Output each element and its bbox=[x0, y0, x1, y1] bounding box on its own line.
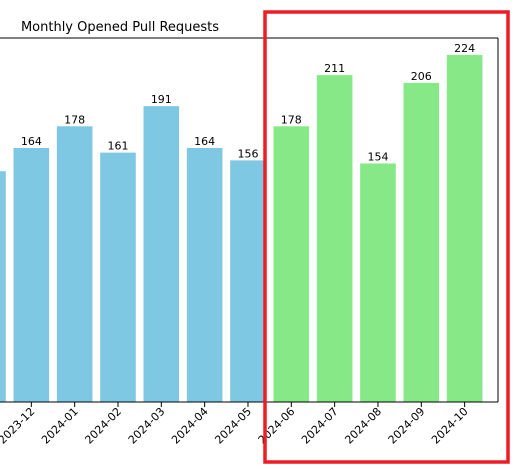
data-label-2024-06: 178 bbox=[281, 113, 302, 126]
data-label-2024-02: 161 bbox=[107, 140, 128, 153]
bar-2024-08 bbox=[360, 163, 396, 402]
bar-2023-12 bbox=[13, 147, 50, 402]
x-tick-label-2024-05: 2024-05 bbox=[212, 405, 254, 447]
data-label-2023-12: 164 bbox=[21, 135, 42, 148]
bar-2024-06 bbox=[273, 126, 310, 402]
bar-2024-01 bbox=[56, 126, 93, 402]
data-label-2024-08: 154 bbox=[367, 150, 388, 163]
bar-2024-02 bbox=[100, 152, 136, 402]
data-label-2024-05: 156 bbox=[237, 147, 258, 160]
x-tick-label-2024-10: 2024-10 bbox=[429, 405, 471, 447]
x-tick-label-2024-02: 2024-02 bbox=[82, 405, 124, 447]
x-tick-label-2024-06: 2024-06 bbox=[256, 405, 298, 447]
bar-2024-04 bbox=[186, 147, 223, 402]
x-tick-label-2024-04: 2024-04 bbox=[169, 405, 211, 447]
x-tick-label-2024-08: 2024-08 bbox=[342, 405, 384, 447]
x-tick-label-2023-12: 2023-12 bbox=[0, 405, 37, 447]
x-tick-label-2024-09: 2024-09 bbox=[386, 405, 428, 447]
bar-2024-10 bbox=[446, 55, 483, 402]
bar-2024-07 bbox=[316, 75, 353, 402]
chart-title: Monthly Opened Pull Requests bbox=[21, 20, 219, 35]
data-label-2024-10: 224 bbox=[454, 42, 475, 55]
data-label-2024-04: 164 bbox=[194, 135, 215, 148]
highlight-box bbox=[263, 10, 510, 464]
bar-2023-11 bbox=[0, 171, 6, 402]
x-tick-label-2024-01: 2024-01 bbox=[39, 405, 81, 447]
x-tick-label-2024-03: 2024-03 bbox=[126, 405, 168, 447]
data-label-2024-03: 191 bbox=[151, 93, 172, 106]
bar-2024-03 bbox=[143, 106, 180, 402]
bar-2024-05 bbox=[230, 160, 266, 402]
data-label-2024-07: 211 bbox=[324, 62, 345, 75]
x-tick-label-2024-07: 2024-07 bbox=[299, 405, 341, 447]
data-label-2024-09: 206 bbox=[411, 70, 432, 83]
bar-2024-09 bbox=[403, 82, 440, 402]
data-label-2024-01: 178 bbox=[64, 113, 85, 126]
